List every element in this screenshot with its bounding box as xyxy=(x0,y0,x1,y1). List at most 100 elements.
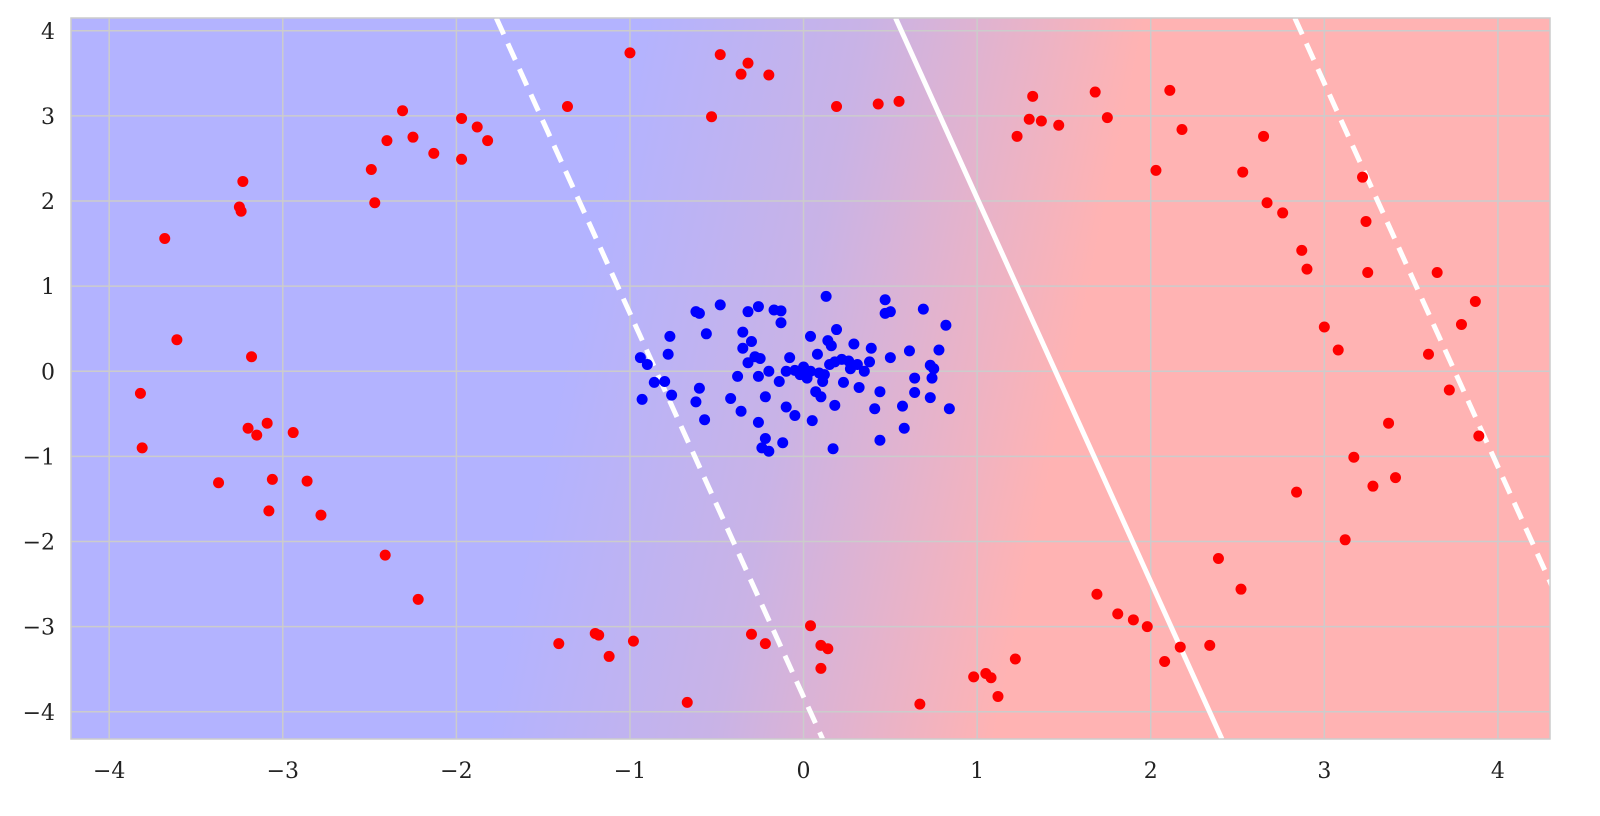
x-tick-label: 1 xyxy=(970,759,984,784)
scatter-point xyxy=(482,135,494,147)
scatter-point xyxy=(917,303,929,315)
scatter-point xyxy=(874,434,886,446)
scatter-point xyxy=(805,365,816,377)
scatter-point xyxy=(397,105,409,117)
scatter-point xyxy=(706,111,718,123)
scatter-point xyxy=(858,365,870,377)
scatter-point xyxy=(1176,124,1188,136)
scatter-point xyxy=(693,307,705,319)
y-tick-label: 1 xyxy=(41,275,55,300)
scatter-point xyxy=(1296,244,1308,256)
scatter-point xyxy=(1367,480,1379,492)
x-tick-label: −3 xyxy=(267,759,299,784)
scatter-point xyxy=(924,392,936,404)
scatter-point xyxy=(471,121,483,133)
scatter-point xyxy=(261,417,273,429)
scatter-point xyxy=(775,317,787,329)
scatter-point xyxy=(735,68,747,80)
scatter-point xyxy=(1237,166,1249,178)
scatter-point xyxy=(745,628,757,640)
scatter-point xyxy=(369,197,381,209)
scatter-point xyxy=(865,342,877,354)
y-tick-label: −2 xyxy=(23,531,55,556)
x-tick-label: −1 xyxy=(614,759,646,784)
scatter-point xyxy=(909,372,921,384)
scatter-point xyxy=(1261,197,1273,209)
scatter-point xyxy=(1112,608,1124,620)
margin-line xyxy=(494,18,825,739)
scatter-point xyxy=(1204,639,1216,651)
scatter-point xyxy=(898,422,910,434)
scatter-point xyxy=(914,698,926,710)
scatter-point xyxy=(456,153,468,165)
scatter-point xyxy=(806,415,818,427)
plot-area-frame xyxy=(70,17,1551,740)
scatter-point xyxy=(237,175,249,187)
scatter-point xyxy=(985,672,997,684)
scatter-point xyxy=(666,389,678,401)
scatter-point xyxy=(407,131,419,143)
scatter-point xyxy=(627,635,639,647)
scatter-point xyxy=(992,690,1004,702)
scatter-point xyxy=(700,328,712,340)
scatter-point xyxy=(693,382,705,394)
scatter-point xyxy=(1348,451,1360,463)
scatter-point xyxy=(825,340,837,352)
scatter-point xyxy=(648,376,660,388)
scatter-point xyxy=(742,306,754,318)
scatter-point xyxy=(379,549,391,561)
scatter-point xyxy=(831,101,843,113)
scatter-point xyxy=(737,326,749,338)
y-tick-label: −4 xyxy=(23,701,55,726)
scatter-point xyxy=(968,671,980,683)
scatter-point xyxy=(1431,267,1443,279)
scatter-point xyxy=(742,57,754,69)
scatter-point xyxy=(1357,171,1369,183)
scatter-point xyxy=(1174,641,1186,653)
scatter-point xyxy=(641,358,653,370)
scatter-point xyxy=(246,351,258,363)
scatter-point xyxy=(593,629,605,641)
y-axis-tick-labels: 4 3 2 1 0 −1 −2 −3 −4 xyxy=(23,20,55,726)
margin-line xyxy=(1292,18,1550,588)
scatter-point xyxy=(759,638,771,650)
scatter-point xyxy=(1443,384,1455,396)
scatter-point xyxy=(287,427,299,439)
scatter-point xyxy=(851,358,863,370)
y-tick-label: 2 xyxy=(41,190,55,215)
scatter-point xyxy=(171,334,183,346)
scatter-point xyxy=(837,376,849,388)
scatter-point xyxy=(690,396,702,408)
scatter-point xyxy=(903,345,915,357)
scatter-point xyxy=(763,365,775,377)
scatter-point xyxy=(1053,119,1065,131)
scatter-point xyxy=(561,101,573,113)
scatter-point xyxy=(763,69,775,81)
scatter-point xyxy=(829,399,841,411)
scatter-point xyxy=(940,319,952,331)
scatter-point xyxy=(864,356,876,368)
scatter-point xyxy=(1235,583,1247,595)
scatter-point xyxy=(784,352,796,364)
x-tick-label: 2 xyxy=(1144,759,1158,784)
scatter-point xyxy=(714,49,726,61)
x-tick-label: 4 xyxy=(1491,759,1505,784)
scatter-point xyxy=(805,620,816,632)
scatter-point xyxy=(428,147,440,159)
scatter-point xyxy=(759,433,771,445)
scatter-point xyxy=(732,370,744,382)
scatter-point xyxy=(752,416,764,428)
scatter-point xyxy=(745,335,757,347)
scatter-point xyxy=(1023,113,1035,125)
scatter-point xyxy=(926,372,938,384)
scatter-points xyxy=(134,47,1485,710)
scatter-point xyxy=(1159,656,1171,668)
scatter-point xyxy=(897,400,909,412)
scatter-point xyxy=(1009,653,1021,665)
scatter-point xyxy=(848,338,860,350)
scatter-point xyxy=(662,348,674,360)
scatter-point xyxy=(805,330,816,342)
scatter-point xyxy=(664,330,676,342)
scatter-point xyxy=(1332,344,1344,356)
